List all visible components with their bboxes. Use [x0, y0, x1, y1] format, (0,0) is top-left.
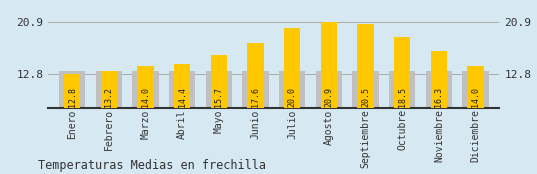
Bar	[426, 71, 452, 108]
Bar	[394, 37, 410, 108]
Text: Temperaturas Medias en frechilla: Temperaturas Medias en frechilla	[38, 159, 266, 172]
Bar	[64, 74, 81, 108]
Text: 14.0: 14.0	[141, 87, 150, 107]
Text: 20.0: 20.0	[288, 87, 297, 107]
Bar	[352, 71, 379, 108]
Text: 16.3: 16.3	[434, 87, 444, 107]
Text: 15.7: 15.7	[214, 87, 223, 107]
Text: 12.8: 12.8	[68, 87, 77, 107]
Bar	[169, 71, 195, 108]
Bar	[316, 71, 342, 108]
Bar	[206, 71, 232, 108]
Bar	[247, 43, 264, 108]
Text: 14.0: 14.0	[471, 87, 480, 107]
Bar	[389, 71, 416, 108]
Bar	[96, 71, 122, 108]
Bar	[321, 22, 337, 108]
Bar	[211, 55, 227, 108]
Text: 20.5: 20.5	[361, 87, 370, 107]
Text: 14.4: 14.4	[178, 87, 187, 107]
Bar	[284, 28, 301, 108]
Bar	[100, 71, 117, 108]
Bar	[59, 71, 85, 108]
Text: 18.5: 18.5	[398, 87, 407, 107]
Bar	[431, 52, 447, 108]
Text: 13.2: 13.2	[104, 87, 113, 107]
Bar	[242, 71, 268, 108]
Bar	[132, 71, 159, 108]
Text: 17.6: 17.6	[251, 87, 260, 107]
Bar	[279, 71, 306, 108]
Text: 20.9: 20.9	[324, 87, 333, 107]
Bar	[174, 64, 191, 108]
Bar	[462, 71, 489, 108]
Bar	[467, 66, 484, 108]
Bar	[137, 66, 154, 108]
Bar	[357, 25, 374, 108]
